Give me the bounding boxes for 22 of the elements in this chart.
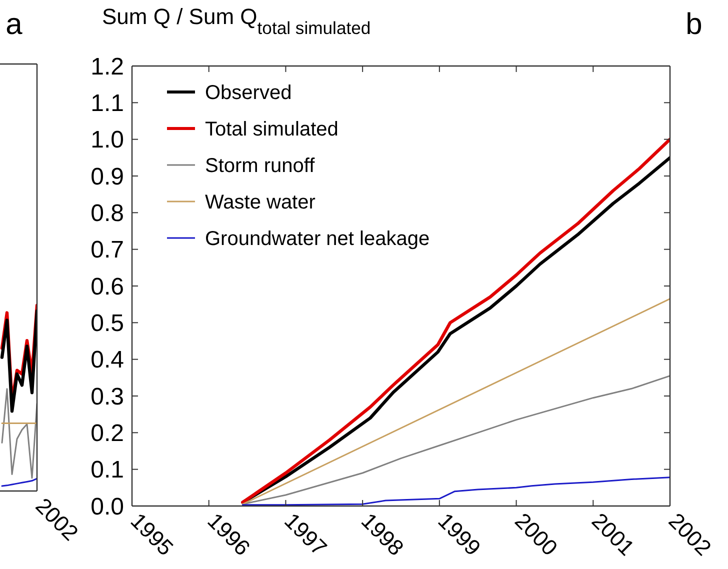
legend-label: Groundwater net leakage [205, 228, 430, 250]
legend-label: Waste water [205, 192, 316, 214]
y-tick-label: 0.3 [90, 383, 124, 410]
line-series [242, 476, 670, 506]
y-tick-label: 0.4 [90, 346, 124, 374]
y-tick-label: 1.1 [90, 90, 124, 118]
y-tick-label: 1.2 [90, 53, 124, 80]
y-tick-label: 0.0 [90, 493, 124, 520]
y-tick-label: 0.2 [90, 420, 124, 448]
y-tick-label: 0.1 [90, 456, 124, 484]
y-tick-label: 0.7 [90, 236, 124, 264]
y-tick-label: 0.6 [90, 273, 124, 300]
chart-title: b [686, 8, 702, 41]
legend-label: Storm runoff [205, 155, 316, 177]
chart-title: a [6, 8, 23, 41]
y-tick-label: 1.0 [90, 126, 124, 154]
y-tick-label: 0.8 [90, 200, 124, 228]
y-tick-label: 0.5 [90, 310, 124, 338]
legend-label: Observed [205, 82, 292, 104]
y-tick-label: 0.9 [90, 163, 124, 190]
legend-label: Total simulated [205, 118, 338, 140]
y-axis-title: Sum Q / Sum Q$_{total simulated}$ [102, 4, 371, 38]
